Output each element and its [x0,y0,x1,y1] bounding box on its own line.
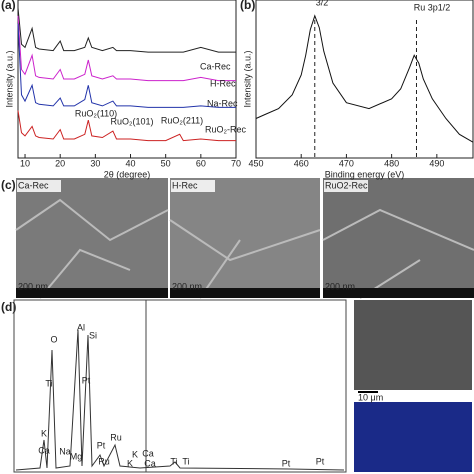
series-label: H-Rec [210,78,236,88]
element-label: K [127,458,133,468]
y-axis-label: Intensity (a.u.) [242,50,252,107]
sem-image [323,178,474,298]
label-bg [171,180,215,192]
series-line [17,7,236,53]
series-label: Na-Rec [207,98,238,108]
plot-frame-a [17,0,237,159]
x-tick-label: 70 [231,158,241,168]
x-tick-label: 460 [294,158,309,168]
x-tick-label: 30 [90,158,100,168]
label-bg [324,180,368,192]
sem-label: H-Rec [172,180,198,190]
x-tick-label: 470 [339,158,354,168]
annotation: RuO₂(211) [161,115,203,125]
annotation: Ru 3p1/2 [414,2,451,12]
element-label: O [50,334,57,344]
element-label: Pt [97,440,106,450]
x-tick-label: 480 [384,158,399,168]
plot-frame-b [255,0,474,159]
sem-texture [15,198,474,299]
element-label: Ru [110,432,122,442]
annotation: 3/2 [316,0,329,7]
sem-info-bar [323,288,474,298]
element-label: Ru [98,456,110,466]
x-tick-label: 490 [429,158,444,168]
element-label: Mg [70,451,83,461]
annotation: RuO₂(110) [75,108,117,118]
element-label: Ti [170,456,177,466]
eds-map-image [354,402,472,472]
scale-label: 200 nm [325,281,355,291]
panel-label: (b) [240,0,255,12]
element-label: Pt [82,375,91,385]
element-label: K [132,449,138,459]
eds-frame [13,299,347,473]
sem-image [16,178,168,298]
element-label: Ca [38,445,50,455]
element-label: K [41,428,47,438]
scale-label: 200 nm [18,281,48,291]
element-label: Si [89,330,97,340]
y-axis-label: Intensity (a.u.) [4,50,14,107]
element-label: Pt [316,456,325,466]
series-line [255,14,474,143]
series-line [17,110,236,142]
annotation: RuO₂(101) [110,116,153,126]
eds-spectrum [15,329,345,471]
element-label: Pt [282,458,291,468]
x-tick-label: 10 [20,158,30,168]
sem-info-bar [16,288,168,298]
series-line [17,15,236,82]
element-label: Ca [144,458,156,468]
panel-label: (a) [1,0,16,12]
element-label: Ti [182,456,189,466]
series-label: Ca-Rec [200,61,231,71]
eds-sem-image [354,300,472,390]
series-line [17,23,236,108]
scale-label: 10 μm [358,392,383,402]
element-label: Na [59,446,71,456]
x-tick-label: 60 [196,158,206,168]
x-axis-label: Binding energy (eV) [325,169,405,179]
sem-label: RuO2-Rec [325,180,368,190]
x-tick-label: 50 [161,158,171,168]
scale-label: 200 nm [172,281,202,291]
panel-label: (d) [1,300,16,314]
element-label: Ca [142,448,154,458]
label-bg [17,180,61,192]
x-tick-label: 40 [126,158,136,168]
x-axis-label: 2θ (degree) [104,169,151,179]
sem-info-bar [170,288,320,298]
series-label: RuO₂-Rec [205,124,247,134]
x-tick-label: 450 [248,158,263,168]
sem-label: Ca-Rec [18,180,49,190]
panel-label: (c) [1,178,16,192]
x-tick-label: 20 [55,158,65,168]
element-label: Ti [45,378,52,388]
element-label: Al [77,322,85,332]
